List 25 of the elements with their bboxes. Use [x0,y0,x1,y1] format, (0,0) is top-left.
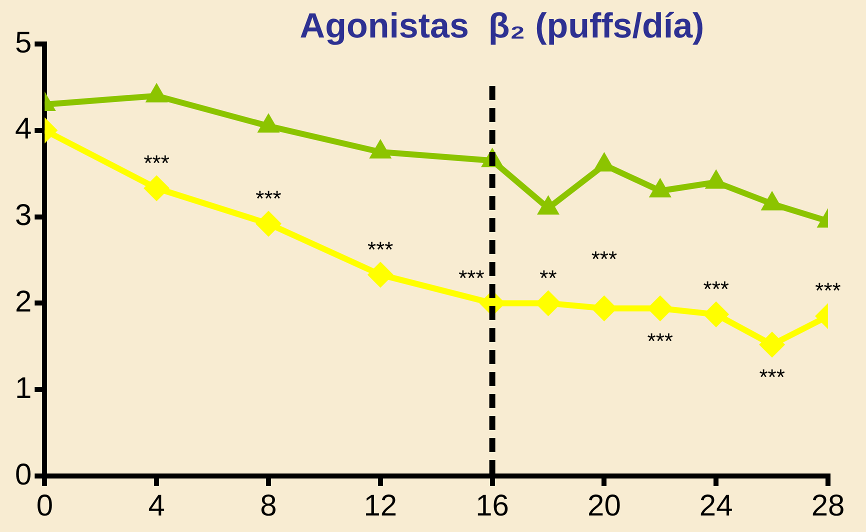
annotation: ** [540,265,558,290]
y-tick-label: 0 [14,458,32,492]
x-tick-label: 0 [36,489,54,522]
annotation: *** [256,186,282,211]
annotation: *** [815,278,842,304]
annotation: *** [591,246,618,272]
x-tick-label: 24 [699,489,733,522]
x-tick-label: 4 [148,489,165,522]
y-tick-label: 5 [14,26,32,60]
annotation: *** [703,276,730,302]
y-tick-label: 3 [14,199,32,232]
annotation: *** [759,364,786,390]
x-tick-label: 8 [260,489,277,522]
x-tick-label: 12 [364,489,398,522]
y-tick-label: 2 [14,285,32,318]
annotation: *** [458,265,485,290]
annotation: *** [368,236,394,262]
x-tick-label: 20 [588,489,621,522]
annotation: *** [647,328,674,354]
x-tick-label: 16 [476,489,509,522]
annotation: *** [144,150,170,176]
y-tick-label: 1 [14,372,32,405]
chart-title: Agonistas β₂ (puffs/día) [300,6,704,46]
x-tick-label: 28 [811,489,845,522]
y-tick-label: 4 [14,112,32,146]
